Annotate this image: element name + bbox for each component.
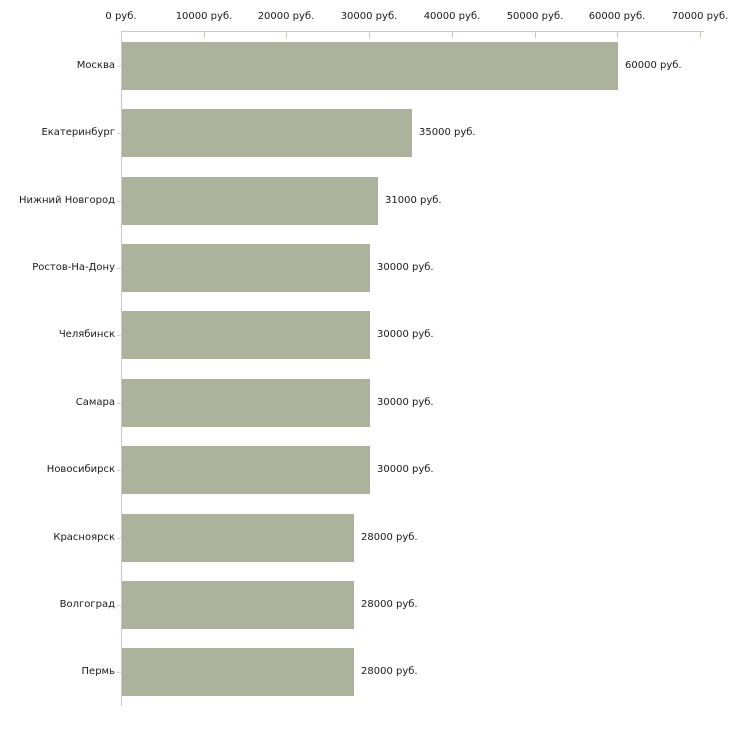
category-tick-mark [117,66,121,67]
bar [122,648,354,696]
x-tick-label: 60000 руб. [588,11,646,22]
bar [122,109,412,157]
bar [122,581,354,629]
bar [122,379,370,427]
category-label: Ростов-На-Дону [32,262,115,273]
x-tick-mark [535,32,536,38]
value-label: 30000 руб. [377,262,434,273]
value-label: 28000 руб. [361,666,418,677]
value-label: 30000 руб. [377,464,434,475]
category-tick-mark [117,335,121,336]
x-tick-label: 40000 руб. [423,11,481,22]
category-label: Челябинск [58,329,115,340]
x-tick-mark [204,32,205,38]
category-tick-mark [117,201,121,202]
category-tick-mark [117,133,121,134]
category-label: Москва [76,60,115,71]
value-label: 31000 руб. [385,195,442,206]
category-label: Красноярск [53,532,115,543]
x-tick-label: 10000 руб. [175,11,233,22]
x-tick-mark [700,32,701,38]
category-label: Новосибирск [46,464,115,475]
x-tick-label: 50000 руб. [506,11,564,22]
x-tick-label: 30000 руб. [340,11,398,22]
value-label: 35000 руб. [419,127,476,138]
category-label: Самара [75,397,115,408]
x-tick-mark [121,32,122,38]
category-label: Волгоград [59,599,115,610]
category-label: Екатеринбург [41,127,115,138]
bar [122,311,370,359]
category-tick-mark [117,268,121,269]
x-tick-label: 20000 руб. [257,11,315,22]
value-label: 60000 руб. [625,60,682,71]
category-tick-mark [117,538,121,539]
x-tick-mark [617,32,618,38]
bar [122,42,618,90]
x-tick-label: 70000 руб. [671,11,729,22]
category-label: Пермь [81,666,115,677]
category-tick-mark [117,605,121,606]
bar [122,177,378,225]
category-tick-mark [117,672,121,673]
value-label: 28000 руб. [361,599,418,610]
category-tick-mark [117,470,121,471]
x-tick-mark [286,32,287,38]
value-label: 30000 руб. [377,329,434,340]
category-tick-mark [117,403,121,404]
value-label: 28000 руб. [361,532,418,543]
value-label: 30000 руб. [377,397,434,408]
category-label: Нижний Новгород [18,195,115,206]
bar [122,244,370,292]
plot-area: 0 руб. 10000 руб. 20000 руб. 30000 руб. 4000… [19,11,728,706]
bar [122,514,354,562]
x-tick-label: 0 руб. [105,11,137,22]
x-tick-mark [452,32,453,38]
bar [122,446,370,494]
x-tick-mark [369,32,370,38]
